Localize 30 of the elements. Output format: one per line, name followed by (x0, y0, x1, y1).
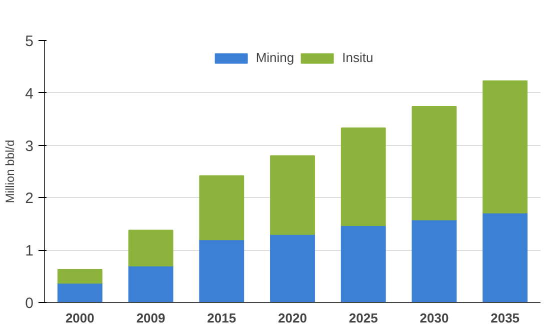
x-tick-label: 2015 (207, 310, 236, 326)
bar (482, 80, 528, 214)
x-tick-label: 2035 (490, 310, 520, 326)
bar (412, 106, 457, 220)
y-tick-label: 0 (25, 295, 34, 312)
legend-label: Insitu (342, 50, 374, 65)
y-tick-label: 1 (25, 242, 34, 260)
bar (270, 234, 315, 302)
x-tick-label: 2009 (136, 310, 166, 326)
legend-label: Mining (256, 50, 294, 65)
bar (340, 128, 386, 226)
y-tick-label: 5 (25, 33, 34, 50)
x-tick-label: 2025 (348, 310, 378, 326)
bar (270, 155, 315, 235)
bar (57, 268, 102, 284)
x-tick-label: 2000 (65, 310, 94, 326)
y-axis-title: Million bbl/d (3, 140, 18, 204)
x-tick-label: 2030 (420, 310, 449, 326)
y-tick-label: 4 (25, 85, 34, 102)
bar (199, 239, 244, 302)
bar (412, 219, 457, 302)
x-tick-label: 2020 (278, 310, 307, 326)
bar (482, 212, 528, 302)
bar (128, 230, 174, 266)
bar (199, 175, 244, 240)
bar (340, 224, 386, 302)
y-tick-label: 3 (25, 138, 34, 155)
bar (128, 265, 174, 302)
bar (57, 282, 102, 302)
y-tick-label: 2 (25, 190, 34, 208)
